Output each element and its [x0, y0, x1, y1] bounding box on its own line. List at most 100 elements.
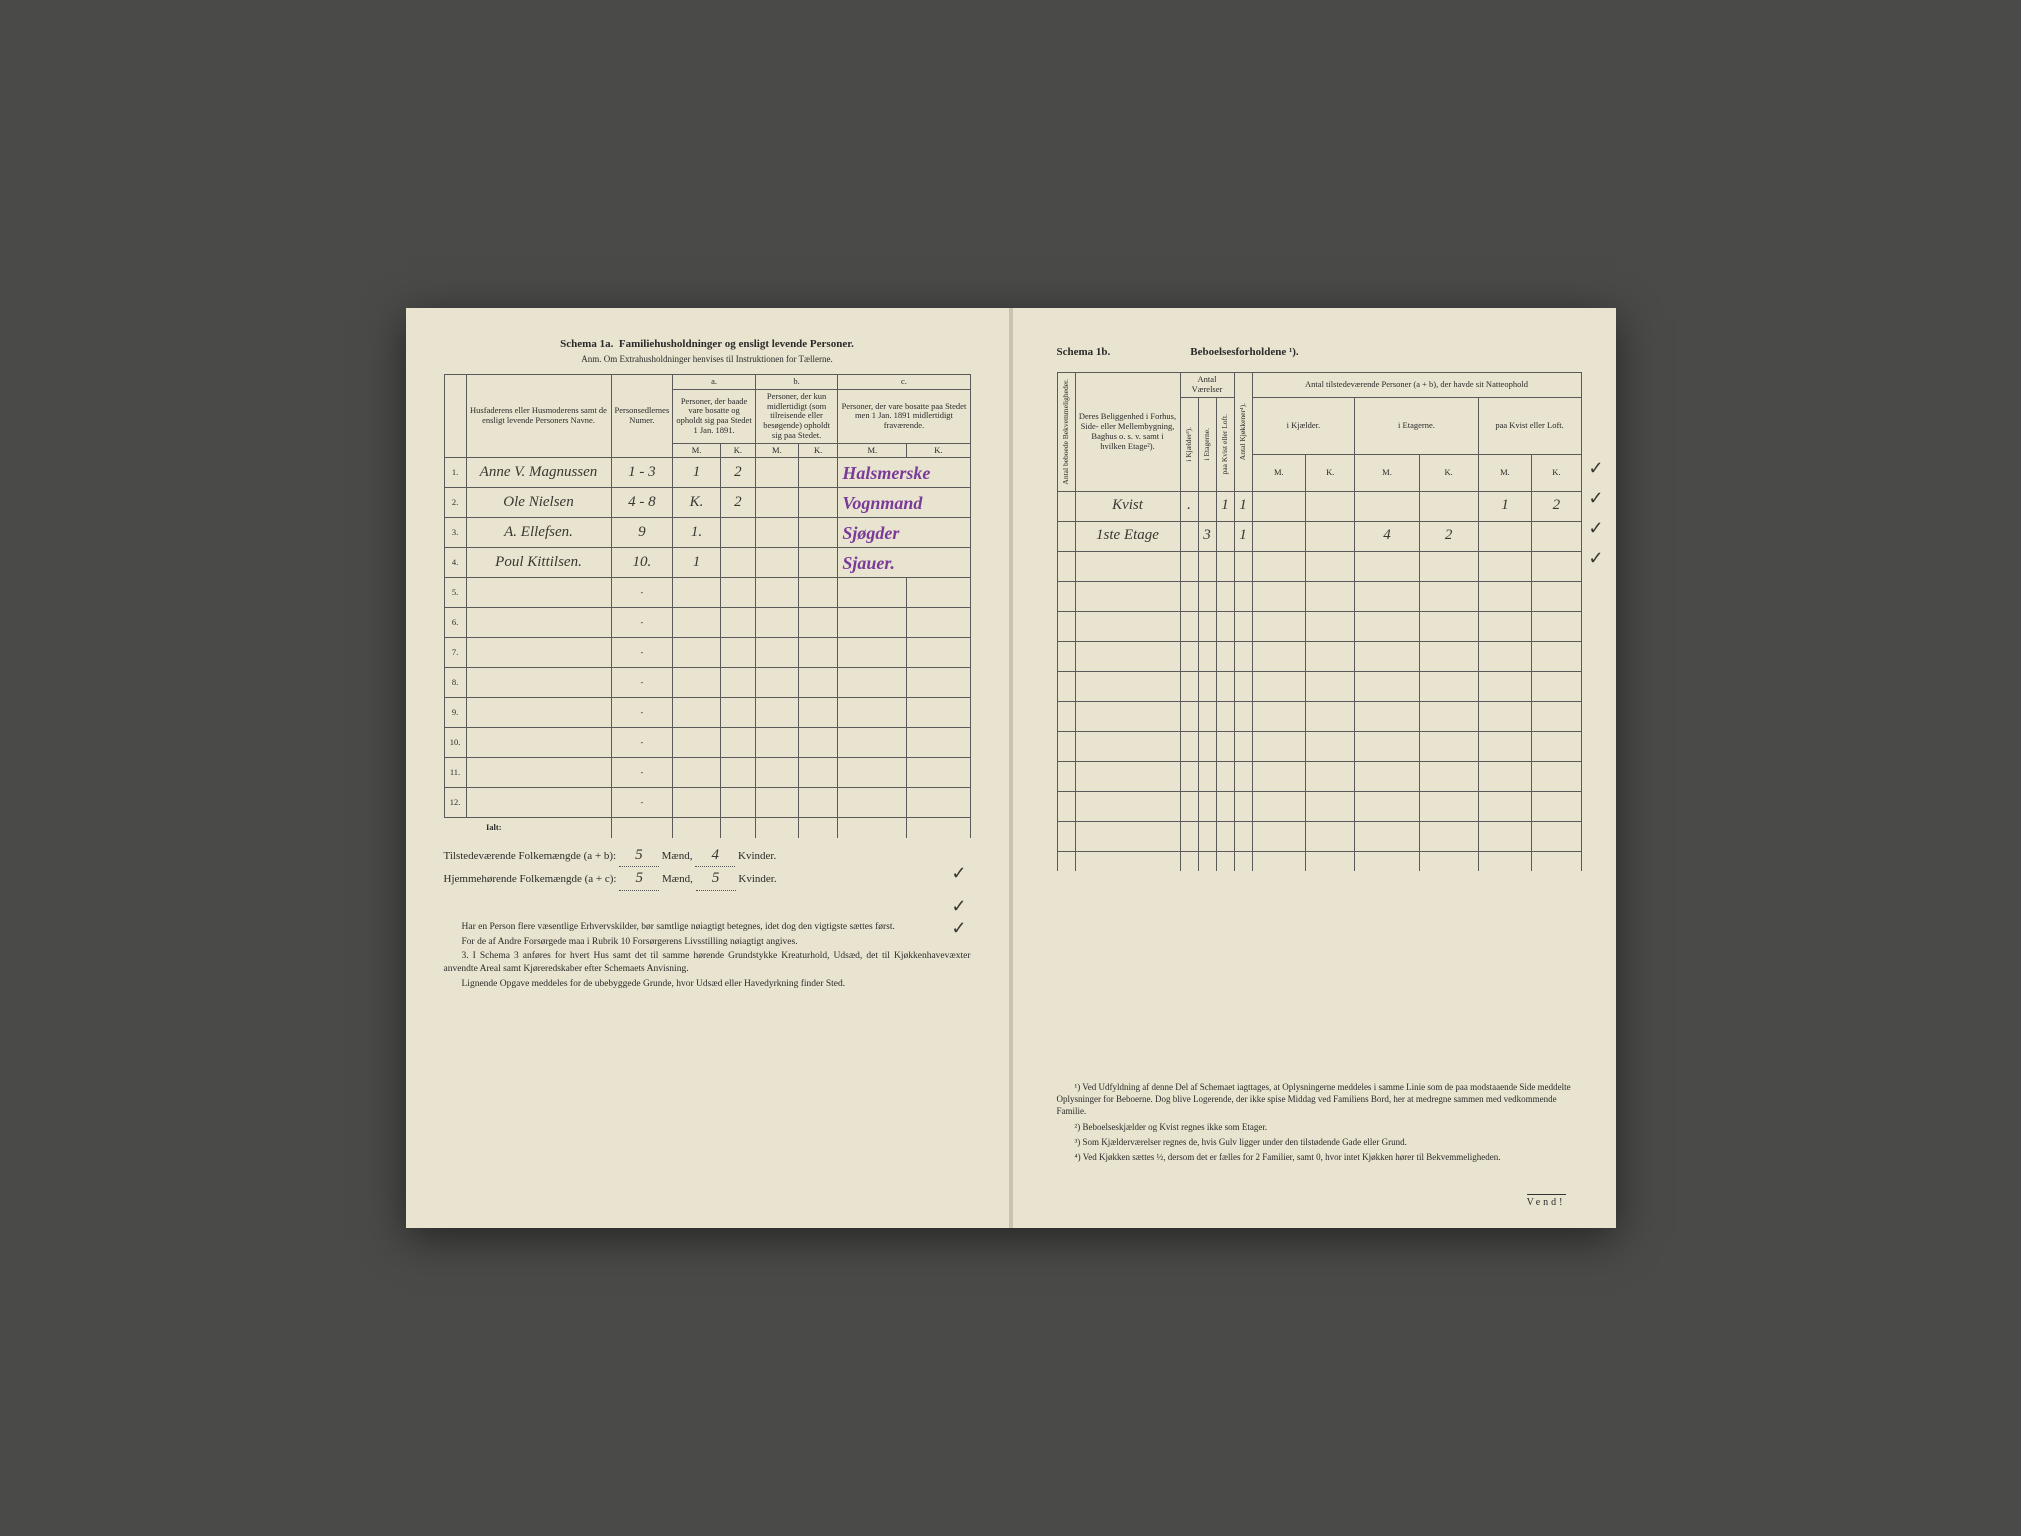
hdr-a-text: Personer, der baade vare bosatte og opho… — [673, 389, 756, 443]
table-row — [1057, 611, 1581, 641]
sum1-klabel: Kvinder. — [738, 850, 776, 862]
purple-note: Sjøgder — [838, 518, 970, 548]
em-cell — [1355, 491, 1419, 521]
hdr-n2: i Etagerne. — [1355, 397, 1478, 454]
hdr-am: M. — [673, 443, 721, 458]
hdr-ck: K. — [907, 443, 970, 458]
bk-cell — [798, 488, 837, 518]
anm-label: Anm. — [581, 354, 601, 364]
left-table: Husfaderens eller Husmoderens samt de en… — [444, 374, 971, 838]
sum2-k: 5 — [696, 867, 736, 891]
am-cell: 1. — [673, 518, 721, 548]
hdr-n1: i Kjælder. — [1252, 397, 1355, 454]
left-subtitle-text: Om Extrahusholdninger henvises til Instr… — [604, 354, 833, 364]
lm-cell: 1 — [1478, 491, 1532, 521]
row-number: 5. — [444, 578, 466, 608]
numer-cell: 9 — [611, 518, 673, 548]
kj-cell — [1180, 521, 1198, 551]
right-title: Schema 1b. Beboelsesforholdene ¹). — [1057, 346, 1582, 358]
hdr-n3: paa Kvist eller Loft. — [1478, 397, 1581, 454]
row-number: 2. — [444, 488, 466, 518]
ek-cell — [1419, 491, 1478, 521]
table-row — [1057, 761, 1581, 791]
schema-1b-label: Schema 1b. — [1057, 346, 1111, 358]
hdr-n3m: M. — [1478, 454, 1532, 491]
ak-cell: 2 — [720, 488, 755, 518]
hdr-kjok: Antal Kjøkkener⁴). — [1234, 373, 1252, 492]
table-row — [1057, 701, 1581, 731]
sum1-k: 4 — [695, 844, 735, 868]
checkmark-icon: ✓ — [1588, 458, 1603, 479]
bm-cell — [755, 548, 798, 578]
kv-cell: 1 — [1216, 491, 1234, 521]
kk-cell — [1306, 521, 1355, 551]
ak-cell: 2 — [720, 458, 755, 488]
checkmark-icon: ✓ — [951, 918, 966, 939]
left-notes: Har en Person flere væsentlige Erhvervsk… — [444, 921, 971, 991]
bm-cell — [755, 518, 798, 548]
hdr-v1: i Kjælder³). — [1180, 397, 1198, 491]
table-row — [1057, 731, 1581, 761]
table-row: 2.Ole Nielsen4 - 8K.2Vognmand — [444, 488, 970, 518]
sum1-mlabel: Mænd, — [662, 850, 693, 862]
ialt-row: Ialt: — [444, 818, 970, 838]
bekv-cell — [1057, 491, 1075, 521]
numer-cell: 10. — [611, 548, 673, 578]
hdr-n2k: K. — [1419, 454, 1478, 491]
table-row: 10.- — [444, 728, 970, 758]
hdr-n1m: M. — [1252, 454, 1306, 491]
hdr-c: c. — [838, 375, 970, 390]
row-number: 9. — [444, 698, 466, 728]
table-row — [1057, 821, 1581, 851]
sum2-mlabel: Mænd, — [662, 873, 693, 885]
sum2-label: Hjemmehørende Folkemængde (a + c): — [444, 873, 617, 885]
row-number: 12. — [444, 788, 466, 818]
km-cell — [1252, 521, 1306, 551]
vend-label: Vend! — [1527, 1194, 1566, 1208]
checkmark-icon: ✓ — [1588, 518, 1603, 539]
em-cell: 4 — [1355, 521, 1419, 551]
hdr-b: b. — [755, 375, 838, 390]
table-row — [1057, 581, 1581, 611]
left-page: Schema 1a. Familiehusholdninger og ensli… — [406, 308, 1011, 1228]
table-row: 3.A. Ellefsen.91.Sjøgder — [444, 518, 970, 548]
hdr-n1k: K. — [1306, 454, 1355, 491]
note-paragraph: ²) Beboelseskjælder og Kvist regnes ikke… — [1057, 1121, 1582, 1133]
purple-note: Halsmerske — [838, 458, 970, 488]
kv-cell — [1216, 521, 1234, 551]
census-book: Schema 1a. Familiehusholdninger og ensli… — [406, 308, 1616, 1228]
table-row: 5.- — [444, 578, 970, 608]
table-row: 11.- — [444, 758, 970, 788]
km-cell — [1252, 491, 1306, 521]
am-cell: 1 — [673, 458, 721, 488]
am-cell: 1 — [673, 548, 721, 578]
table-row: 9.- — [444, 698, 970, 728]
bk-cell — [798, 518, 837, 548]
table-row: 1.Anne V. Magnussen1 - 312Halsmerske — [444, 458, 970, 488]
row-number: 10. — [444, 728, 466, 758]
hdr-cm: M. — [838, 443, 907, 458]
am-cell: K. — [673, 488, 721, 518]
etg-cell: 3 — [1198, 521, 1216, 551]
note-paragraph: Lignende Opgave meddeles for de ubebygge… — [444, 978, 971, 991]
schema-1a-label: Schema 1a. — [560, 338, 613, 350]
numer-cell: 4 - 8 — [611, 488, 673, 518]
name-cell: Poul Kittilsen. — [466, 548, 611, 578]
right-title-text: Beboelsesforholdene ¹). — [1190, 346, 1298, 358]
bm-cell — [755, 488, 798, 518]
row-number: 6. — [444, 608, 466, 638]
lk-cell: 2 — [1532, 491, 1581, 521]
row-number: 3. — [444, 518, 466, 548]
hdr-numer: Personsedlernes Numer. — [611, 375, 673, 458]
table-row: 6.- — [444, 608, 970, 638]
checkmark-icon: ✓ — [951, 863, 966, 884]
kjok-cell: 1 — [1234, 521, 1252, 551]
ak-cell — [720, 548, 755, 578]
note-paragraph: ⁴) Ved Kjøkken sættes ½, dersom det er f… — [1057, 1151, 1582, 1163]
kj-cell: . — [1180, 491, 1198, 521]
hdr-n3k: K. — [1532, 454, 1581, 491]
note-paragraph: ³) Som Kjælderværelser regnes de, hvis G… — [1057, 1136, 1582, 1148]
ialt-row — [1057, 851, 1581, 871]
note-paragraph: 3. I Schema 3 anføres for hvert Hus samt… — [444, 950, 971, 976]
sum2-m: 5 — [619, 867, 659, 891]
